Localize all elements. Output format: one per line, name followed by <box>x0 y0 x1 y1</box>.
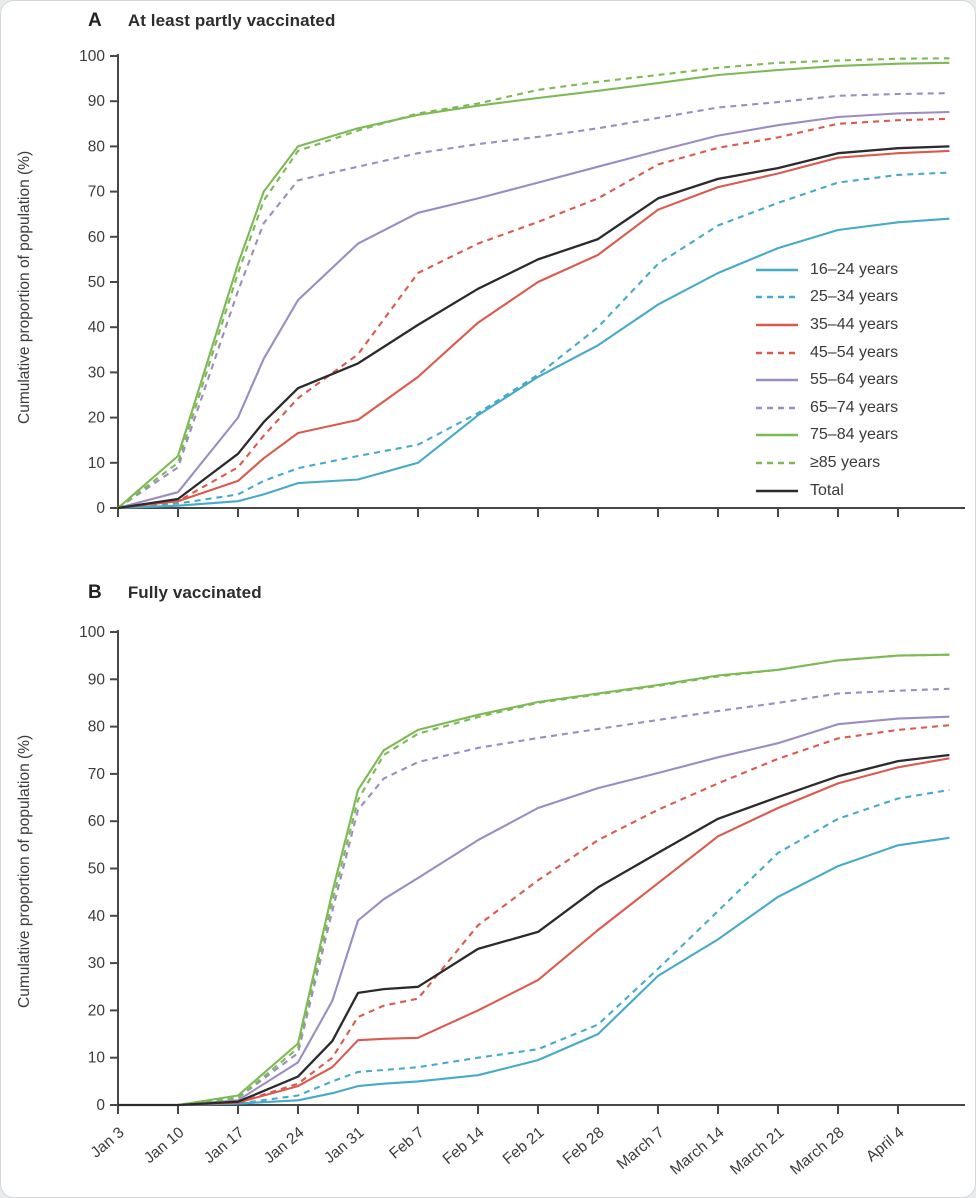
series-line--85-years <box>118 653 950 1107</box>
panel-b-title-text: Fully vaccinated <box>127 583 262 602</box>
x-tick-label: Jan 10 <box>141 1124 188 1167</box>
legend-item: Total <box>756 477 898 505</box>
y-tick-label: 50 <box>88 861 106 878</box>
series-line-65-74-years <box>117 92 950 509</box>
legend-label: ≥85 years <box>810 453 881 471</box>
series-line-total <box>117 145 950 510</box>
y-tick-label: 30 <box>88 955 106 972</box>
y-tick-label: 90 <box>88 93 106 110</box>
legend-item: 55–64 years <box>756 366 898 394</box>
legend-label: 25–34 years <box>810 288 899 306</box>
y-tick-label: 80 <box>88 138 106 155</box>
series-line-45-54-years <box>117 117 950 510</box>
legend: 16–24 years 25–34 years 35–44 years 45–54 y… <box>756 256 898 504</box>
legend-swatch-solid-line <box>756 489 798 492</box>
series-line--85-years <box>117 57 950 509</box>
legend-label: 65–74 years <box>810 398 899 416</box>
legend-item: 75–84 years <box>756 422 898 450</box>
x-tick-label: Feb 14 <box>440 1124 488 1168</box>
panel-b-chart: 0 10 20 30 40 50 60 70 80 90 100 Jan 3 Jan 10 Jan 17 J… <box>79 624 965 1179</box>
series-line-75-84-years <box>117 61 950 509</box>
y-tick-label: 20 <box>88 410 106 427</box>
y-tick-label: 10 <box>88 455 106 472</box>
panel-a-chart: 0 10 20 30 40 50 60 70 80 90 100 <box>79 48 965 517</box>
series-line-65-74-years <box>118 687 950 1107</box>
legend-swatch-solid-line <box>756 434 798 437</box>
legend-swatch-solid-line <box>756 378 798 382</box>
legend-label: 16–24 years <box>810 260 899 278</box>
x-tick-label: March 14 <box>667 1124 728 1179</box>
legend-item: 65–74 years <box>756 394 898 422</box>
series-line-55-64-years <box>117 110 950 510</box>
legend-swatch-dashed-line <box>756 296 798 299</box>
x-tick-label: Feb 7 <box>386 1124 427 1163</box>
y-tick-label: 10 <box>88 1050 106 1067</box>
series-line-35-44-years <box>118 757 950 1107</box>
panel-a-letter: A <box>88 10 102 31</box>
series-line-total <box>118 753 950 1107</box>
series-line-55-64-years <box>118 715 950 1107</box>
legend-label: 35–44 years <box>810 315 899 333</box>
y-tick-label: 0 <box>96 1097 105 1114</box>
legend-label: 75–84 years <box>810 426 899 444</box>
y-tick-label: 60 <box>88 813 106 830</box>
legend-swatch-dashed-line <box>756 351 798 354</box>
legend-item: 35–44 years <box>756 311 898 339</box>
panel-b-letter: B <box>88 582 102 603</box>
x-tick-label: Feb 21 <box>500 1124 548 1168</box>
x-tick-label: March 21 <box>727 1124 787 1179</box>
y-tick-label: 40 <box>88 908 106 925</box>
legend-item: 45–54 years <box>756 339 898 367</box>
legend-label: 45–54 years <box>810 343 899 361</box>
y-tick-label: 100 <box>79 624 105 641</box>
legend-swatch-dashed-line <box>756 406 798 410</box>
y-tick-label: 90 <box>88 671 106 688</box>
legend-item: 25–34 years <box>756 284 898 312</box>
legend-swatch-solid-line <box>756 268 798 272</box>
legend-swatch-solid-line <box>756 323 798 327</box>
y-tick-label: 70 <box>88 766 106 783</box>
x-tick-label: April 4 <box>863 1124 908 1166</box>
x-tick-label: March 28 <box>787 1124 847 1179</box>
y-tick-label: 0 <box>96 500 105 517</box>
legend-label: Total <box>810 481 844 499</box>
x-tick-label: Jan 17 <box>201 1124 248 1167</box>
y-tick-label: 80 <box>88 719 106 736</box>
panel-b-title: B Fully vaccinated <box>88 582 262 604</box>
y-tick-label: 100 <box>79 48 105 65</box>
series-line-45-54-years <box>118 724 950 1107</box>
x-tick-label: March 7 <box>614 1124 668 1173</box>
legend-swatch-dashed-line <box>756 461 798 465</box>
legend-item: ≥85 years <box>756 449 898 477</box>
series-line-16-24-years <box>118 836 950 1107</box>
panel-a-title-text: At least partly vaccinated <box>127 11 336 30</box>
x-tick-label: Jan 3 <box>88 1124 128 1161</box>
y-tick-label: 20 <box>88 1002 106 1019</box>
x-tick-label: Feb 28 <box>560 1124 608 1168</box>
x-tick-label: Jan 24 <box>261 1124 308 1167</box>
legend-item: 16–24 years <box>756 256 898 284</box>
y-tick-label: 60 <box>88 229 106 246</box>
series-line-25-34-years <box>118 788 950 1107</box>
series-line-75-84-years <box>118 653 950 1107</box>
series-line-16-24-years <box>117 217 950 510</box>
x-tick-label: Jan 31 <box>321 1124 368 1167</box>
y-tick-label: 50 <box>88 274 106 291</box>
panel-a-title: A At least partly vaccinated <box>88 10 335 32</box>
legend-label: 55–64 years <box>810 371 899 389</box>
y-tick-label: 70 <box>88 184 106 201</box>
series-line-35-44-years <box>117 149 950 510</box>
series-line-25-34-years <box>117 171 950 510</box>
y-tick-label: 30 <box>88 364 106 381</box>
y-tick-label: 40 <box>88 319 106 336</box>
